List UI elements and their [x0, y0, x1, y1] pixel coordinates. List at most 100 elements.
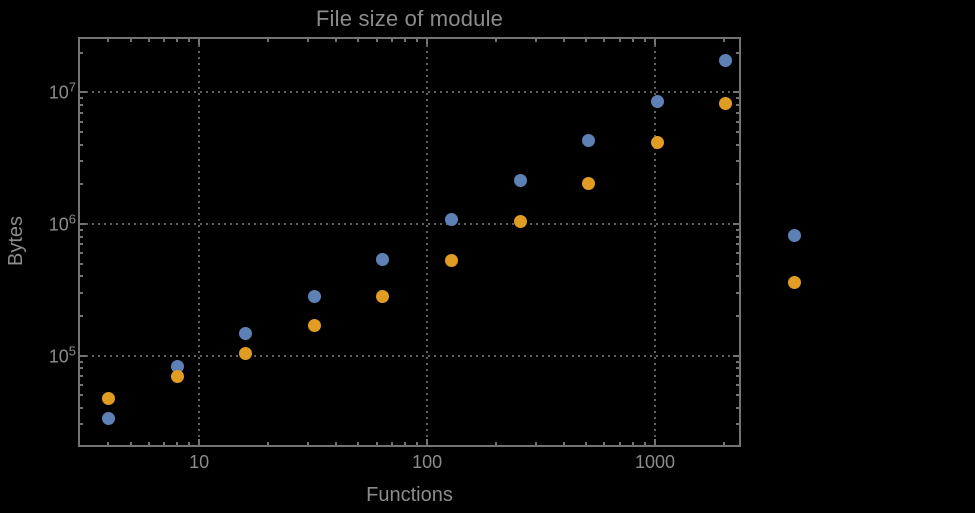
minor-tick-x-800 — [631, 442, 634, 445]
minor-tick-y-3000000 — [736, 160, 739, 163]
minor-tick-y-80000 — [736, 367, 739, 370]
major-tick-y-1e6 — [80, 223, 86, 226]
minor-tick-x-800 — [631, 39, 634, 42]
minor-tick-y-400000 — [736, 275, 739, 278]
minor-tick-x-60 — [375, 442, 378, 445]
minor-tick-x-300 — [534, 442, 537, 445]
minor-tick-x-7 — [162, 442, 165, 445]
minor-tick-x-500 — [585, 39, 588, 42]
blue-series-point — [788, 228, 802, 242]
gridline-x-1000 — [654, 39, 657, 445]
minor-tick-x-80 — [404, 39, 406, 42]
minor-tick-x-4 — [107, 442, 110, 445]
minor-tick-y-30000 — [736, 423, 739, 426]
blue-series-point — [513, 173, 527, 187]
blue-series-point — [582, 133, 596, 147]
minor-tick-y-500000 — [736, 262, 739, 265]
minor-tick-y-20000000 — [736, 51, 739, 54]
minor-tick-y-900000 — [736, 229, 739, 232]
blue-series-point — [239, 326, 253, 340]
gridline-y-1e7 — [80, 91, 739, 94]
minor-tick-x-50 — [357, 442, 360, 445]
minor-tick-x-90 — [415, 39, 418, 42]
minor-tick-y-8000000 — [80, 104, 83, 107]
minor-tick-x-600 — [603, 442, 606, 445]
chart-title: File size of module — [315, 6, 504, 31]
minor-tick-x-9 — [187, 442, 190, 445]
orange-series-point — [513, 214, 527, 228]
minor-tick-y-70000 — [736, 374, 739, 377]
blue-series-point — [376, 252, 390, 266]
minor-tick-y-4000000 — [80, 143, 83, 146]
minor-tick-y-300000 — [80, 291, 83, 294]
x-axis-label: Functions — [366, 484, 453, 506]
minor-tick-x-30 — [306, 442, 309, 445]
minor-tick-y-20000000 — [80, 51, 83, 54]
blue-series-point — [307, 289, 321, 303]
minor-tick-y-60000 — [736, 383, 739, 386]
major-tick-x-10 — [198, 439, 201, 445]
minor-tick-y-9000000 — [736, 97, 739, 100]
orange-series-point — [307, 319, 321, 333]
minor-tick-y-800000 — [736, 235, 739, 238]
y-tick-labels: 105 106 107 — [0, 0, 76, 513]
minor-tick-x-2000 — [722, 442, 725, 445]
minor-tick-x-8 — [176, 442, 179, 445]
minor-tick-y-30000 — [80, 423, 83, 426]
minor-tick-y-60000 — [80, 383, 83, 386]
minor-tick-y-8000000 — [736, 104, 739, 107]
minor-tick-y-2000000 — [736, 183, 739, 186]
y-tick-label-1e5: 105 — [48, 343, 76, 367]
minor-tick-x-7 — [162, 39, 165, 42]
blue-series-point — [650, 94, 664, 108]
minor-tick-x-9 — [187, 39, 190, 42]
minor-tick-x-900 — [643, 39, 646, 42]
minor-tick-y-500000 — [80, 262, 83, 265]
minor-tick-x-20 — [266, 442, 269, 445]
minor-tick-x-500 — [585, 442, 588, 445]
minor-tick-y-50000 — [736, 394, 739, 397]
orange-series-point — [719, 96, 733, 110]
minor-tick-x-40 — [335, 39, 338, 42]
y-tick-label-1e6: 106 — [48, 211, 76, 235]
minor-tick-y-50000 — [80, 394, 83, 397]
x-tick-label-10: 10 — [189, 452, 210, 472]
minor-tick-x-400 — [563, 442, 566, 445]
minor-tick-y-800000 — [80, 235, 83, 238]
orange-series-point — [582, 176, 596, 190]
major-tick-y-1e7 — [733, 91, 739, 94]
minor-tick-y-2000000 — [80, 183, 83, 186]
major-tick-x-100 — [426, 439, 429, 445]
minor-tick-x-5 — [129, 39, 132, 42]
minor-tick-y-700000 — [80, 243, 83, 246]
minor-tick-x-700 — [618, 39, 621, 42]
minor-tick-y-7000000 — [736, 111, 739, 114]
minor-tick-x-50 — [357, 39, 360, 42]
orange-series-point — [239, 347, 253, 361]
minor-tick-x-30 — [306, 39, 309, 42]
x-tick-label-1000: 1000 — [634, 452, 676, 472]
minor-tick-x-20 — [266, 39, 269, 42]
gridline-y-1e6 — [80, 223, 739, 226]
blue-series-point — [170, 360, 184, 374]
minor-tick-y-40000 — [80, 406, 83, 409]
gridline-x-100 — [426, 39, 429, 445]
minor-tick-x-5 — [129, 442, 132, 445]
orange-series-point — [445, 253, 459, 267]
minor-tick-y-9000000 — [80, 97, 83, 100]
major-tick-x-1000 — [654, 439, 657, 445]
minor-tick-x-70 — [390, 442, 393, 445]
y-tick-label-1e7: 107 — [48, 79, 76, 103]
minor-tick-y-6000000 — [736, 120, 739, 123]
minor-tick-y-700000 — [736, 243, 739, 246]
blue-series-point — [719, 54, 733, 68]
minor-tick-x-900 — [643, 442, 646, 445]
x-tick-label-100: 100 — [412, 452, 443, 472]
orange-series-point — [650, 136, 664, 150]
gridline-y-1e5 — [80, 354, 739, 357]
major-tick-x-1000 — [654, 39, 657, 45]
minor-tick-x-300 — [534, 39, 537, 42]
major-tick-y-1e5 — [80, 354, 86, 357]
minor-tick-y-400000 — [80, 275, 83, 278]
minor-tick-x-8 — [176, 39, 179, 42]
